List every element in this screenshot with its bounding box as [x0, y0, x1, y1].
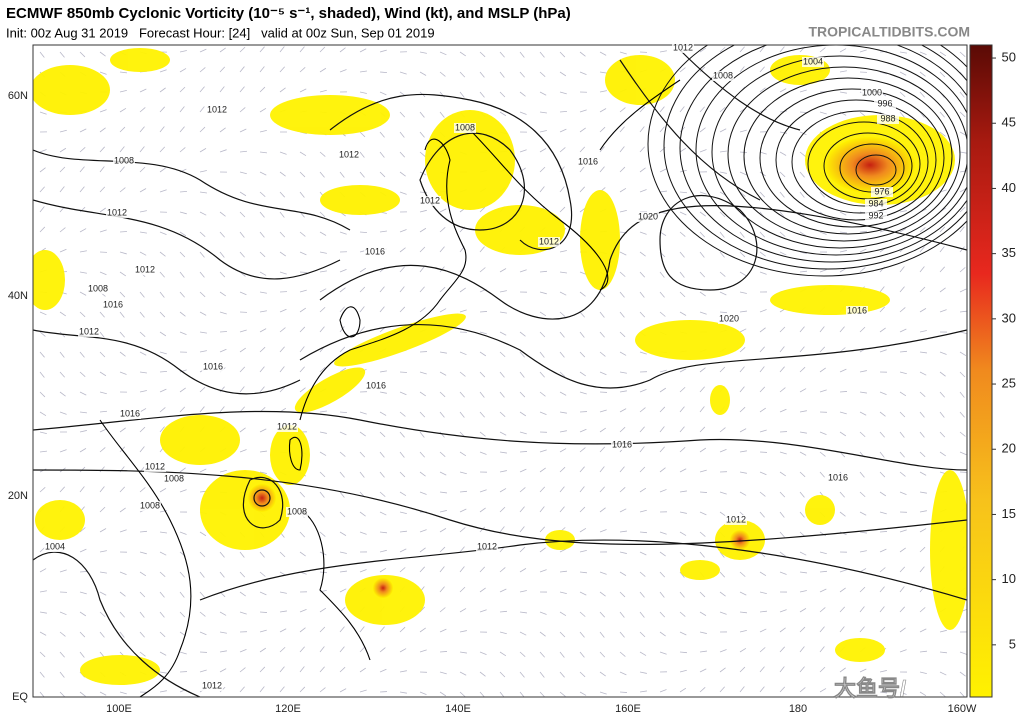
colorbar-tick-label: 50	[1002, 49, 1016, 64]
colorbar-tick-label: 5	[1009, 636, 1016, 651]
watermark: 大鱼号/	[834, 676, 906, 701]
colorbar-tick-label: 15	[1002, 506, 1016, 521]
longitude-label: 160W	[948, 703, 977, 715]
isobar-label: 976	[874, 186, 889, 196]
isobar-label: 1016	[120, 408, 140, 418]
isobar-label: 1008	[88, 283, 108, 293]
isobar-label: 996	[877, 98, 892, 108]
isobar-label: 1016	[103, 299, 123, 309]
subtitle: Init: 00z Aug 31 2019 Forecast Hour: [24…	[6, 25, 435, 40]
colorbar	[970, 45, 992, 697]
isobar-label: 1012	[420, 195, 440, 205]
colorbar-tick-label: 10	[1002, 571, 1016, 586]
latitude-label: EQ	[12, 691, 28, 703]
latitude-label: 20N	[8, 490, 28, 502]
isobar-label: 1004	[45, 541, 65, 551]
colorbar-tick-label: 20	[1002, 441, 1016, 456]
isobar-label: 1012	[339, 149, 359, 159]
isobar-label: 1012	[673, 42, 693, 52]
isobar-label: 1012	[726, 514, 746, 524]
isobar-label: 1020	[638, 211, 658, 221]
isobar-label: 984	[868, 198, 883, 208]
longitude-label: 100E	[106, 703, 132, 715]
map-area	[25, 12, 1000, 697]
isobar-label: 1016	[612, 439, 632, 449]
isobar-label: 1008	[713, 70, 733, 80]
isobar-label: 1016	[365, 246, 385, 256]
latitude-label: 40N	[8, 290, 28, 302]
isobar-label: 1012	[202, 680, 222, 690]
isobar-label: 992	[868, 210, 883, 220]
isobar-label: 1008	[287, 506, 307, 516]
latitude-label: 60N	[8, 90, 28, 102]
isobar-label: 1008	[455, 122, 475, 132]
isobar-label: 1012	[107, 207, 127, 217]
typhoon-vorticity	[248, 484, 276, 512]
colorbar-tick-label: 30	[1002, 310, 1016, 325]
vorticity-core	[373, 578, 393, 598]
isobar-label: 1012	[477, 541, 497, 551]
isobar-label: 1012	[145, 461, 165, 471]
isobar-label: 1012	[135, 264, 155, 274]
longitude-label: 180	[789, 703, 807, 715]
isobar-label: 1016	[847, 305, 867, 315]
isobar-label: 1008	[164, 473, 184, 483]
isobar-label: 1020	[719, 313, 739, 323]
isobar-label: 1016	[366, 380, 386, 390]
colorbar-tick-label: 45	[1002, 115, 1016, 130]
colorbar-tick-label: 40	[1002, 180, 1016, 195]
isobar-label: 1008	[114, 155, 134, 165]
isobar-label: 1012	[79, 326, 99, 336]
title: ECMWF 850mb Cyclonic Vorticity (10⁻⁵ s⁻¹…	[6, 5, 571, 22]
isobar-label: 1000	[862, 87, 882, 97]
colorbar-tick-label: 25	[1002, 375, 1016, 390]
longitude-label: 140E	[445, 703, 471, 715]
longitude-label: 120E	[275, 703, 301, 715]
isobar-label: 988	[880, 113, 895, 123]
isobar-label: 1008	[140, 500, 160, 510]
isobar-label: 1012	[277, 421, 297, 431]
site-credit: TROPICALTIDBITS.COM	[808, 24, 970, 40]
longitude-label: 160E	[615, 703, 641, 715]
isobar-label: 1016	[578, 156, 598, 166]
isobar-label: 1012	[539, 236, 559, 246]
isobar-label: 1004	[803, 56, 823, 66]
isobar-label: 1012	[207, 104, 227, 114]
isobar-label: 1016	[828, 472, 848, 482]
isobar-label: 1016	[203, 361, 223, 371]
colorbar-tick-label: 35	[1002, 245, 1016, 260]
